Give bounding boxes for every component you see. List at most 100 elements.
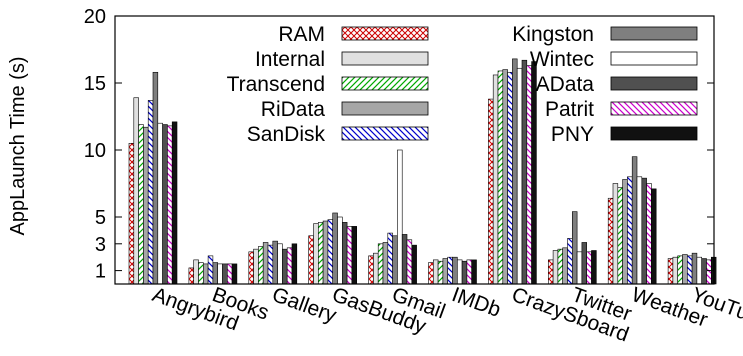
bar-gmail-internal: [373, 252, 379, 285]
bar-angrybird-transcend: [138, 124, 144, 285]
bar-angrybird-wintec: [157, 122, 163, 285]
bar-imdb-transcend: [437, 260, 444, 285]
legend-swatch: [610, 126, 698, 141]
bar-gmail-kingston: [392, 235, 398, 285]
legend-label: PNY: [551, 123, 594, 146]
bar-gallery-patrit: [286, 247, 293, 285]
bar-gallery-internal: [253, 248, 259, 285]
bar-twitter-transcend: [557, 248, 564, 285]
bar-gasbuddy-adata: [341, 222, 348, 285]
bar-angrybird-kingston: [152, 71, 159, 285]
bar-gasbuddy-transcend: [317, 222, 324, 285]
bar-books-ridata: [203, 263, 209, 285]
bar-gmail-ram: [368, 255, 374, 285]
bar-youtube-internal: [672, 256, 679, 285]
y-tick-label: 5: [95, 207, 106, 229]
bar-twitter-sandisk: [567, 238, 573, 285]
bar-gasbuddy-patrit: [346, 226, 353, 285]
bar-books-kingston: [212, 262, 218, 285]
bar-gmail-wintec: [397, 149, 403, 285]
bar-weather-kingston: [631, 156, 638, 285]
bar-weather-ridata: [622, 179, 628, 285]
bar-books-sandisk: [207, 255, 214, 285]
bar-crazysboard-ram: [488, 98, 494, 285]
legend-swatch: [610, 26, 698, 41]
legend-label: RiData: [261, 98, 326, 121]
bar-twitter-ram: [547, 259, 554, 285]
bar-youtube-ram: [667, 258, 674, 285]
bar-crazysboard-transcend: [497, 70, 504, 285]
legend-label: Wintec: [530, 48, 594, 71]
legend-swatch: [341, 51, 429, 66]
bar-books-patrit: [227, 263, 233, 285]
bar-weather-transcend: [617, 187, 623, 285]
bar-gmail-sandisk: [387, 232, 393, 285]
bar-angrybird-patrit: [167, 125, 173, 285]
bar-twitter-ridata: [562, 247, 568, 285]
x-tick-label: IMDb: [449, 283, 504, 322]
bar-youtube-ridata: [682, 254, 688, 285]
bar-youtube-kingston: [691, 252, 698, 285]
legend-label: Patrit: [545, 98, 594, 121]
bar-gasbuddy-sandisk: [327, 219, 333, 285]
y-tick-label: 3: [95, 234, 106, 256]
bar-imdb-patrit: [466, 259, 472, 285]
x-tick-label: Gallery: [269, 283, 340, 328]
bar-gallery-transcend: [258, 246, 264, 285]
bar-imdb-adata: [461, 260, 468, 285]
bar-youtube-transcend: [677, 255, 683, 285]
bar-gasbuddy-wintec: [337, 216, 343, 285]
bar-twitter-wintec: [576, 251, 583, 285]
bar-books-wintec: [217, 263, 223, 285]
legend-label: Kingston: [512, 23, 594, 46]
legend-label: Transcend: [227, 73, 325, 96]
y-axis-title: AppLaunch Time (s): [7, 57, 29, 236]
legend-swatch: [341, 26, 429, 41]
bar-twitter-pny: [591, 250, 597, 285]
y-tick-label: 15: [84, 73, 106, 95]
bar-crazysboard-internal: [492, 74, 499, 285]
bar-weather-ram: [607, 197, 614, 285]
bar-weather-adata: [641, 177, 647, 285]
bar-crazysboard-patrit: [526, 65, 532, 285]
bar-books-adata: [222, 263, 228, 285]
bar-books-transcend: [198, 262, 204, 285]
bar-gasbuddy-ram: [308, 235, 314, 285]
bar-gasbuddy-kingston: [332, 212, 338, 285]
bar-gallery-pny: [291, 243, 298, 285]
y-tick-label: 10: [84, 140, 106, 162]
bar-twitter-kingston: [571, 211, 578, 285]
bar-gasbuddy-pny: [351, 226, 357, 285]
bar-weather-sandisk: [627, 176, 633, 285]
bar-angrybird-pny: [171, 121, 178, 285]
legend-swatch: [341, 101, 429, 116]
legend-swatch: [341, 76, 429, 91]
bar-gallery-wintec: [277, 243, 283, 285]
bar-weather-pny: [651, 188, 657, 285]
bar-twitter-internal: [552, 250, 559, 285]
bar-weather-internal: [612, 183, 619, 285]
bar-weather-wintec: [636, 176, 643, 285]
bar-books-internal: [193, 259, 199, 285]
bar-gmail-patrit: [406, 239, 413, 285]
bar-gmail-transcend: [377, 243, 384, 285]
bar-gasbuddy-internal: [313, 223, 319, 285]
bar-gmail-ridata: [382, 242, 389, 285]
legend-swatch: [610, 51, 698, 66]
bar-youtube-adata: [701, 258, 707, 285]
bar-crazysboard-adata: [521, 59, 528, 285]
bar-imdb-ridata: [442, 258, 448, 285]
legend-swatch: [610, 76, 698, 91]
bar-imdb-internal: [432, 259, 439, 285]
bar-gallery-sandisk: [267, 244, 274, 285]
bar-youtube-patrit: [706, 259, 712, 285]
bar-gasbuddy-ridata: [322, 220, 329, 285]
bar-twitter-patrit: [586, 251, 592, 285]
plot-area: [128, 58, 717, 285]
bar-angrybird-adata: [162, 124, 168, 285]
bar-youtube-sandisk: [686, 255, 693, 285]
bar-imdb-wintec: [456, 259, 463, 285]
bar-youtube-wintec: [696, 256, 703, 285]
bar-angrybird-ram: [128, 143, 135, 285]
